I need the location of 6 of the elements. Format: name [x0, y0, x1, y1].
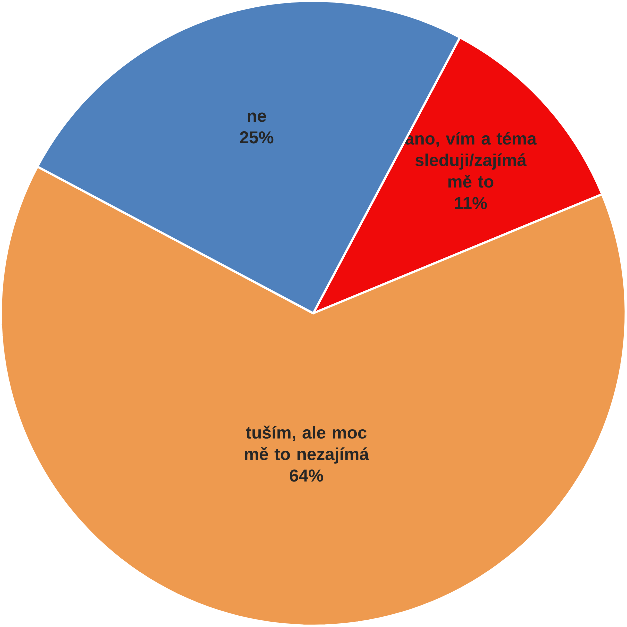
slice-label: ano, vím a téma sleduji/zajímá mě to [405, 132, 537, 188]
slice-label: tuším, ale moc mě to nezajímá [245, 426, 370, 464]
data-label: 25% [240, 132, 274, 144]
data-label: 64% [290, 470, 324, 482]
data-label: 11% [455, 197, 488, 210]
slice-label: ne [248, 112, 266, 122]
